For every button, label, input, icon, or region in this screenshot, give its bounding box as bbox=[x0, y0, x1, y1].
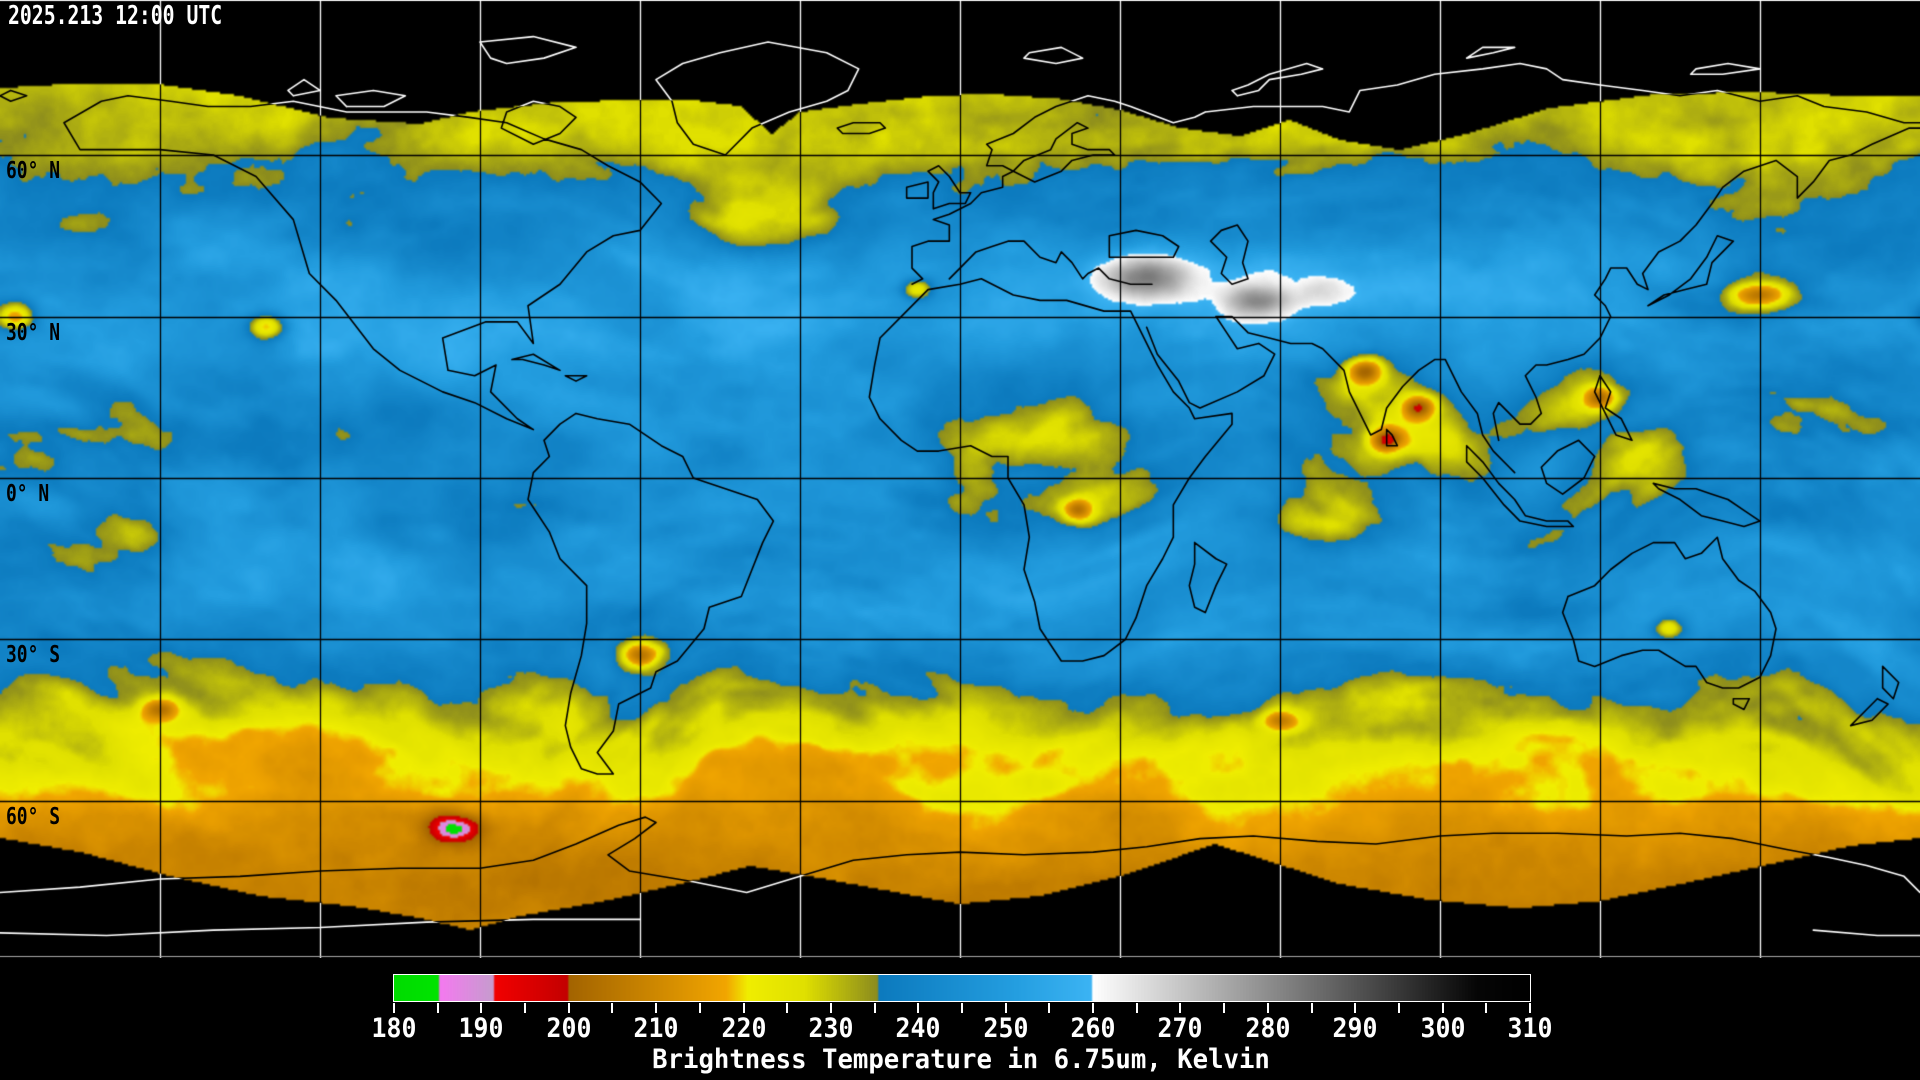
colorbar-tick-label: 190 bbox=[458, 1013, 504, 1044]
colorbar-tick-label: 290 bbox=[1332, 1013, 1378, 1044]
colorbar-tick bbox=[873, 1003, 876, 1013]
colorbar-tick-label: 280 bbox=[1245, 1013, 1291, 1044]
colorbar-tick-label: 230 bbox=[808, 1013, 854, 1044]
colorbar-tick bbox=[1397, 1003, 1400, 1013]
colorbar-tick bbox=[480, 1003, 483, 1013]
colorbar-tick-label: 180 bbox=[371, 1013, 417, 1044]
colorbar-tick bbox=[1266, 1003, 1269, 1013]
colorbar-tick bbox=[524, 1003, 527, 1013]
colorbar-tick-label: 300 bbox=[1420, 1013, 1466, 1044]
colorbar-tick-label: 310 bbox=[1507, 1013, 1553, 1044]
colorbar-tick bbox=[786, 1003, 789, 1013]
colorbar-tick bbox=[1485, 1003, 1488, 1013]
colorbar-tick bbox=[917, 1003, 920, 1013]
colorbar-tick bbox=[1048, 1003, 1051, 1013]
colorbar-tick bbox=[436, 1003, 439, 1013]
colorbar-tick-label: 260 bbox=[1070, 1013, 1116, 1044]
colorbar-tick-label: 220 bbox=[721, 1013, 766, 1044]
colorbar-tick bbox=[393, 1003, 395, 1013]
colorbar-tick bbox=[1441, 1003, 1444, 1013]
colorbar-legend: 180 190 200 210 220 230 240 250 260 270 280 290 300 3… bbox=[0, 958, 1920, 1080]
latitude-label: 30° S bbox=[6, 642, 61, 669]
timestamp-label: 2025.213 12:00 UTC bbox=[8, 1, 223, 31]
colorbar-tick bbox=[1179, 1003, 1182, 1013]
colorbar-tick bbox=[611, 1003, 614, 1013]
colorbar-tick-label: 240 bbox=[895, 1013, 941, 1044]
colorbar-tick bbox=[567, 1003, 570, 1013]
latitude-label: 30° N bbox=[6, 319, 61, 346]
colorbar-tick-label: 250 bbox=[983, 1013, 1029, 1044]
colorbar-caption: Brightness Temperature in 6.75um, Kelvin bbox=[652, 1044, 1270, 1075]
latitude-label: 0° N bbox=[6, 481, 50, 507]
colorbar-tick bbox=[1529, 1003, 1531, 1013]
latitude-label: 60° S bbox=[6, 803, 61, 830]
colorbar-tick bbox=[698, 1003, 701, 1013]
colorbar-tick-label: 200 bbox=[546, 1013, 592, 1044]
colorbar-tick bbox=[1092, 1003, 1095, 1013]
colorbar bbox=[393, 974, 1531, 1002]
colorbar-tick bbox=[1223, 1003, 1226, 1013]
colorbar-tick bbox=[829, 1003, 832, 1013]
latitude-label: 60° N bbox=[6, 158, 61, 185]
brightness-temperature-map-canvas bbox=[0, 0, 1920, 958]
colorbar-tick bbox=[1310, 1003, 1313, 1013]
world-map-area: 2025.213 12:00 UTC 60° N 30° N 0° N 30° S 60… bbox=[0, 0, 1920, 958]
colorbar-tick bbox=[742, 1003, 745, 1013]
colorbar-tick bbox=[1004, 1003, 1007, 1013]
colorbar-tick-label: 210 bbox=[633, 1013, 679, 1044]
colorbar-tick bbox=[1135, 1003, 1138, 1013]
colorbar-tick bbox=[655, 1003, 658, 1013]
colorbar-tick bbox=[961, 1003, 963, 1013]
colorbar-tick bbox=[1354, 1003, 1357, 1013]
colorbar-tick-label: 270 bbox=[1158, 1013, 1203, 1044]
